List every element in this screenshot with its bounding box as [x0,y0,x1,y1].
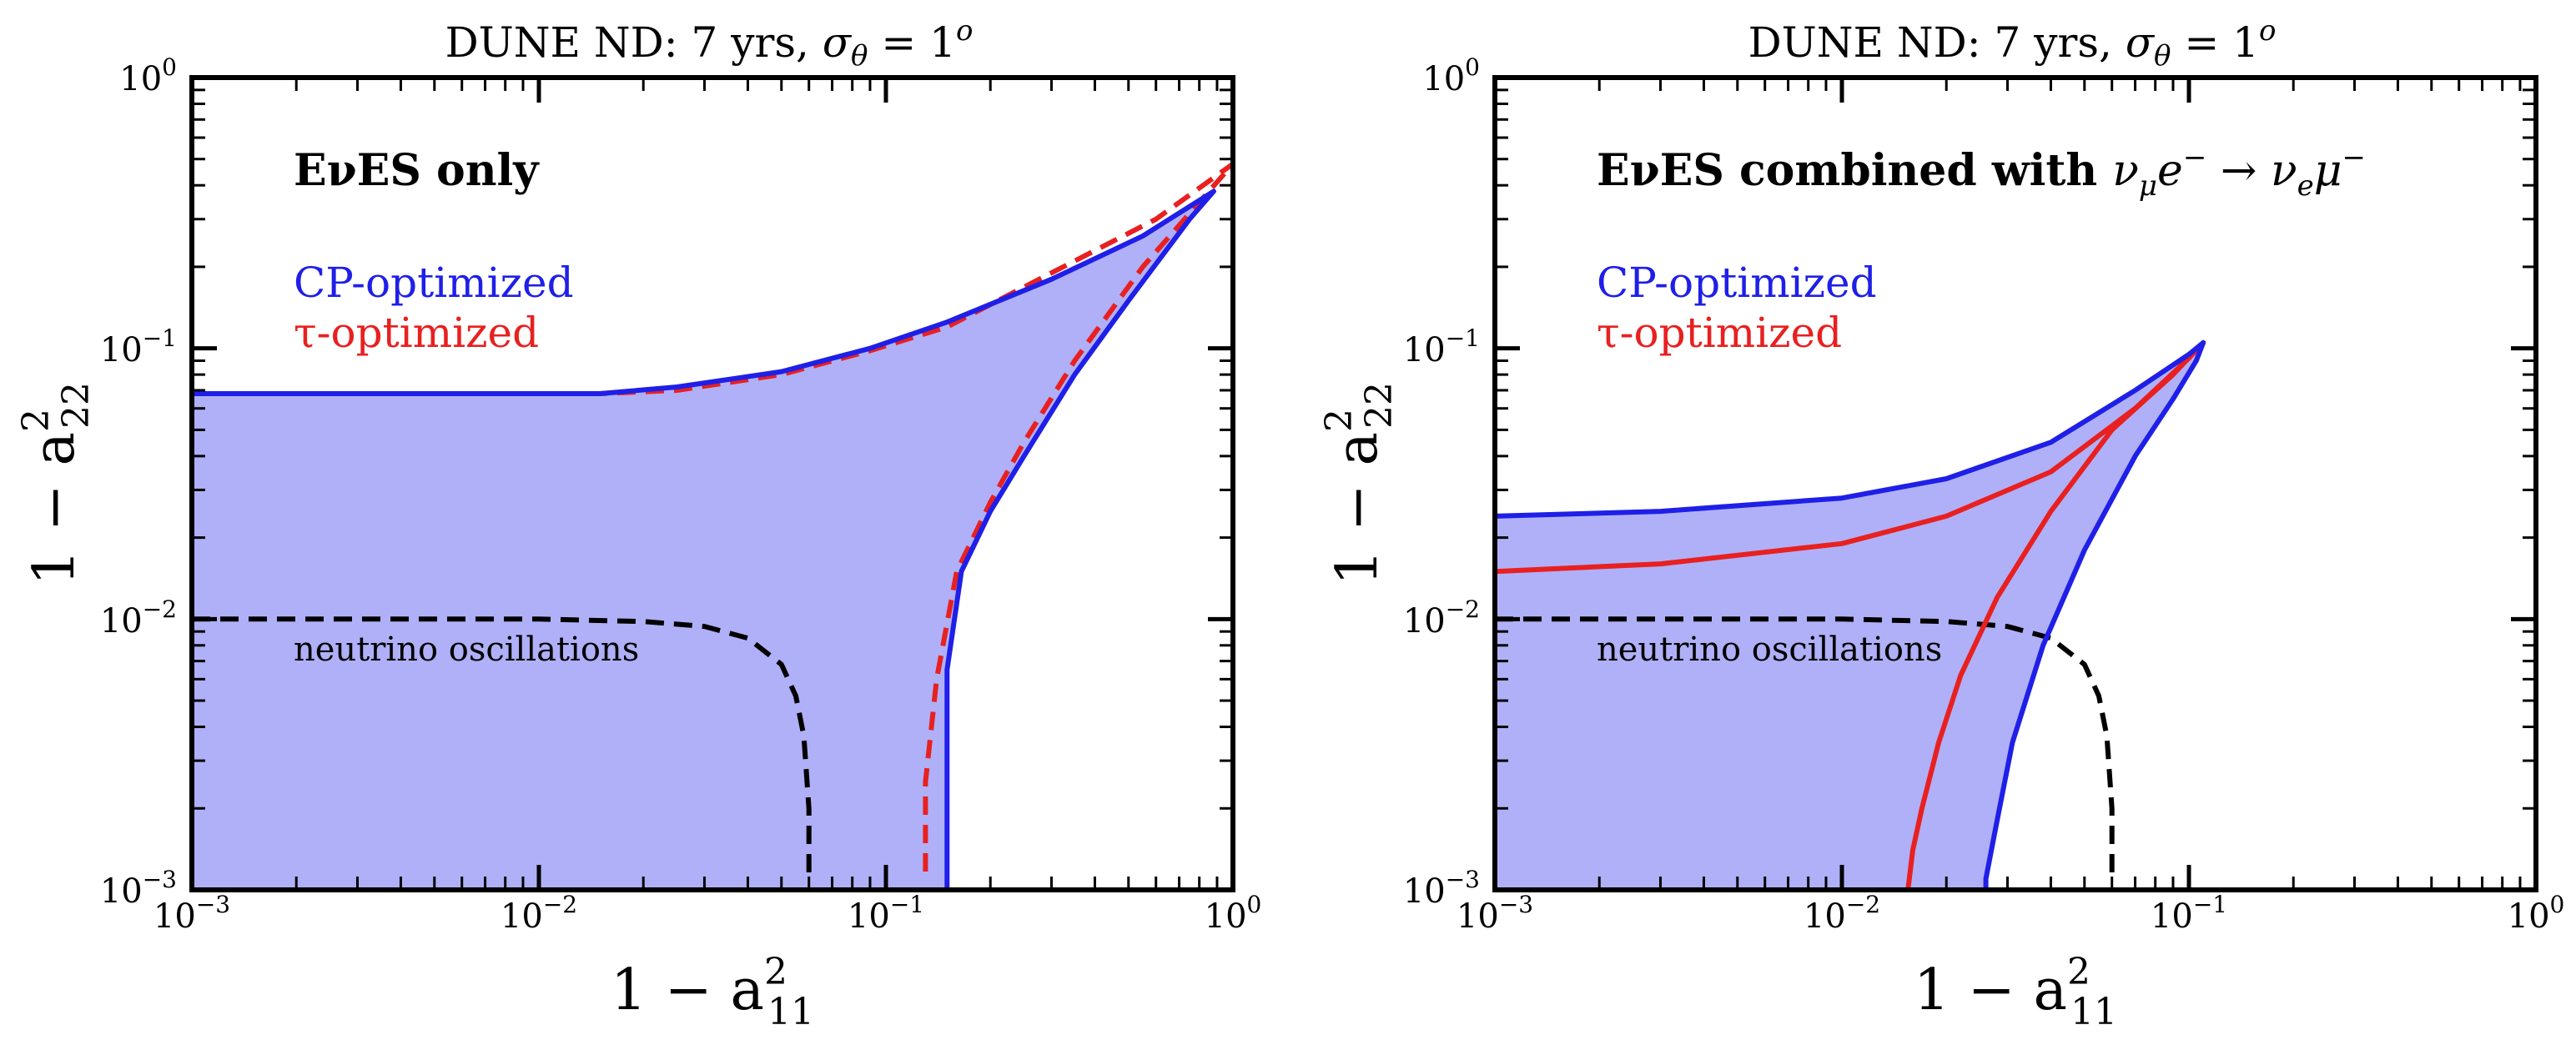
left-ytick-label: 10−3 [100,866,177,911]
right-y-tick-labels: 10−3 10−2 10−1 100 [1403,53,1480,911]
left-plot-area [189,75,1235,892]
right-plot-frame [1492,75,2538,892]
left-xtick-label: 100 [1205,891,1262,936]
right-cp-optimized-curve [1495,339,2206,890]
right-xtick-label: 10−1 [2151,891,2227,936]
right-neutrino-oscillations-curve [1495,616,2115,879]
left-ytick-label: 100 [119,53,177,98]
left-xtick-label: 10−1 [848,891,924,936]
right-ytick-label: 10−2 [1403,595,1480,641]
right-ytick-label: 10−1 [1403,324,1480,369]
left-ytick-label: 10−1 [100,324,177,369]
left-title: DUNE ND: 7 yrs, σθ = 1o [445,14,974,73]
left-x-tick-labels: 10−3 10−2 10−1 100 [153,891,1261,936]
left-x-axis-label: 1 − a2 11 [611,951,814,1033]
left-neutrino-oscillations-curve [192,616,812,879]
left-legend-cp: CP-optimized [294,259,574,307]
right-annotation: EνES combined with νμe− → νeμ− [1597,141,2366,203]
left-ytick-label: 10−2 [100,595,177,641]
left-optimized-curve [192,161,1233,879]
left-y-axis-label: 1 − a222 [15,382,98,585]
right-osc-label: neutrino oscillations [1597,631,1942,669]
left-y-tick-labels: 10−3 10−2 10−1 100 [100,53,177,911]
left-osc-label: neutrino oscillations [294,631,639,669]
right-ytick-label: 10−3 [1403,866,1480,911]
right-xtick-label: 10−2 [1804,891,1880,936]
left-cp-optimized-curve [192,188,1216,890]
right-title: DUNE ND: 7 yrs, σθ = 1o [1748,14,2277,73]
right-y-axis-label: 1 − a222 [1318,382,1401,585]
right-xtick-label: 100 [2508,891,2565,936]
right-x-axis-label: 1 − a2 11 [1914,951,2117,1033]
right-legend-cp: CP-optimized [1597,259,1877,307]
left-xtick-label: 10−2 [501,891,577,936]
left-xtick-label: 10−3 [153,891,230,936]
right-xtick-label: 10−3 [1457,891,1533,936]
right-x-tick-labels: 10−3 10−2 10−1 100 [1457,891,2564,936]
right-plot-area [1492,75,2538,892]
left-cp-optimized-region [192,191,1214,890]
left-panel: DUNE ND: 7 yrs, σθ = 1o EνES only CP-opt… [15,14,1261,1033]
right-optimized-curve [1495,339,2206,890]
left-plot-frame [189,75,1235,892]
right-cp-optimized-region [1495,342,2204,890]
right-panel: DUNE ND: 7 yrs, σθ = 1o EνES combined wi… [1318,14,2564,1033]
left-legend-tau: τ-optimized [294,309,539,357]
right-legend-tau: τ-optimized [1597,309,1842,357]
left-annotation: EνES only [294,145,540,196]
right-ytick-label: 100 [1422,53,1480,98]
